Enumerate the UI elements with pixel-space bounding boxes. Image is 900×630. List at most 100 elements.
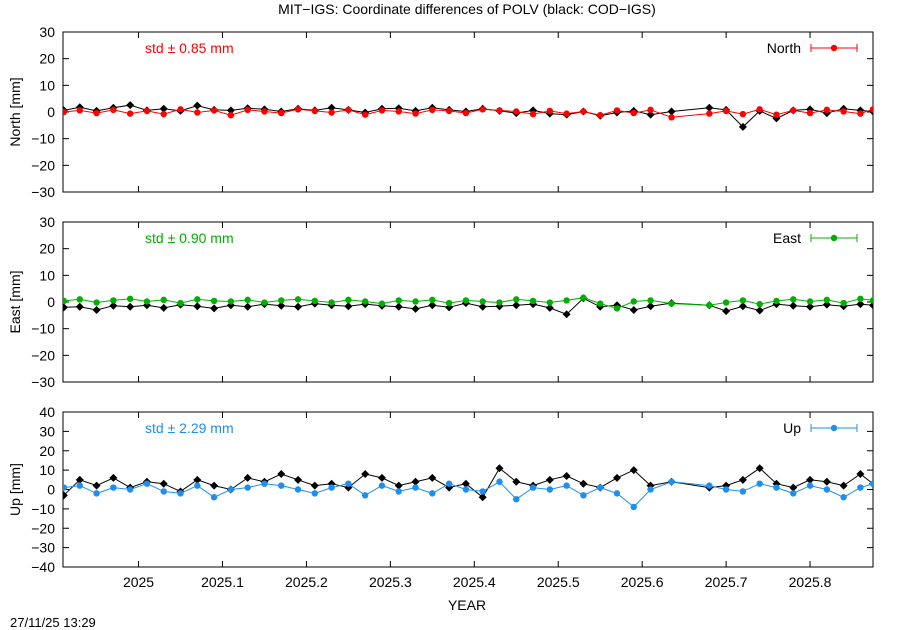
east-point <box>739 297 747 304</box>
east-point <box>790 296 797 303</box>
east-point <box>278 297 285 304</box>
reference-point <box>562 471 571 480</box>
east-point <box>244 296 251 304</box>
reference-point <box>755 464 764 473</box>
reference-point <box>126 101 135 110</box>
reference-point <box>243 473 252 482</box>
up-point <box>613 490 621 497</box>
reference-point <box>109 473 118 482</box>
reference-point <box>478 493 487 502</box>
up-point <box>445 480 453 487</box>
east-point <box>76 296 83 303</box>
std-annotation: std ± 2.29 mm <box>145 420 234 436</box>
reference-point <box>377 473 386 482</box>
reference-point <box>612 473 621 482</box>
y-tick-label: 10 <box>39 462 55 478</box>
east-point <box>160 296 167 304</box>
y-axis-label: North [mm] <box>7 77 23 146</box>
x-tick-label: 2025.7 <box>705 574 748 590</box>
north-point <box>177 106 184 113</box>
east-point <box>773 297 780 305</box>
reference-point <box>193 475 202 484</box>
reference-point <box>210 304 219 313</box>
series-group <box>63 294 873 319</box>
up-point <box>840 494 847 501</box>
y-tick-label: 20 <box>39 51 55 67</box>
x-tick-label: 2025.5 <box>537 574 580 590</box>
reference-point <box>822 300 831 309</box>
up-point <box>429 490 436 497</box>
y-tick-label: −30 <box>31 540 55 556</box>
north-point <box>63 108 68 116</box>
up-point <box>311 490 319 497</box>
y-tick-label: −10 <box>31 131 55 147</box>
legend-marker <box>830 424 838 432</box>
reference-point <box>277 470 286 478</box>
east-point <box>63 297 68 305</box>
north-point <box>479 106 486 113</box>
north-point <box>857 110 864 117</box>
reference-point <box>646 110 655 119</box>
y-tick-label: −10 <box>31 321 55 337</box>
up-point <box>395 488 402 495</box>
up-point <box>857 484 864 491</box>
reference-series-line <box>63 467 873 499</box>
reference-point <box>789 301 798 310</box>
y-tick-label: −30 <box>31 184 55 200</box>
up-point <box>143 480 151 487</box>
reference-point <box>75 475 84 484</box>
reference-point <box>629 306 638 314</box>
north-point <box>563 110 570 117</box>
y-axis-label: Up [mm] <box>7 463 23 516</box>
y-tick-label: −30 <box>31 374 55 390</box>
reference-point <box>394 481 403 490</box>
north-point <box>496 107 503 114</box>
up-point <box>630 503 637 511</box>
north-point <box>462 109 470 117</box>
y-tick-label: 20 <box>39 443 55 459</box>
up-point <box>261 480 268 487</box>
east-point <box>294 296 302 303</box>
reference-point <box>579 479 588 488</box>
reference-point <box>63 303 68 312</box>
reference-point <box>277 301 286 310</box>
north-point <box>513 108 520 115</box>
reference-point <box>226 106 235 115</box>
y-tick-label: −40 <box>31 559 55 575</box>
y-tick-label: −10 <box>31 501 55 517</box>
reference-point <box>461 479 470 488</box>
y-tick-label: 0 <box>47 294 55 310</box>
east-point <box>857 295 864 302</box>
east-point <box>210 297 218 305</box>
reference-point <box>159 104 168 113</box>
up-point <box>194 482 201 489</box>
panel-up: 40 30 20 10 0 −10 −20 −30 −40 2025 2025.1 2025.2 202… <box>7 404 874 590</box>
north-point <box>278 109 285 117</box>
east-point <box>806 298 814 305</box>
x-tick-label: 2025.4 <box>453 574 496 590</box>
north-point <box>823 106 831 114</box>
east-point <box>496 299 503 306</box>
legend-marker <box>830 234 838 242</box>
up-point <box>412 484 419 491</box>
east-point <box>126 295 134 302</box>
east-point <box>361 298 369 305</box>
reference-point <box>545 475 554 484</box>
east-point <box>194 296 201 303</box>
up-point <box>227 486 235 493</box>
north-point <box>361 111 369 118</box>
up-point <box>160 488 167 495</box>
east-point <box>110 297 117 304</box>
east-point <box>345 296 352 304</box>
north-point <box>244 106 251 114</box>
north-point <box>160 110 167 118</box>
y-tick-label: 40 <box>39 404 55 420</box>
up-point <box>869 480 873 487</box>
y-tick-label: 10 <box>39 267 55 283</box>
east-point <box>563 297 570 304</box>
east-point <box>647 297 654 304</box>
reference-point <box>92 306 101 314</box>
east-point <box>412 298 419 305</box>
x-axis-label: YEAR <box>448 597 486 613</box>
x-tick-label: 2025 <box>123 574 154 590</box>
